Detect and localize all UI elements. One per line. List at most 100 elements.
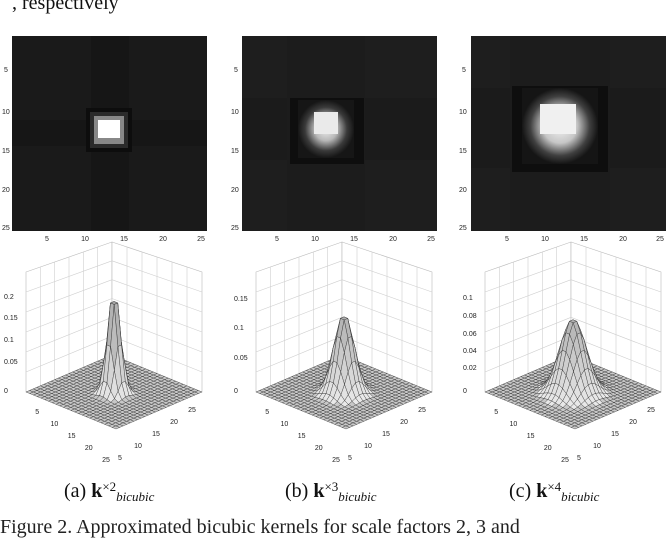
- xaxis-tick-label: 25: [656, 236, 664, 243]
- scale-superscript: ×2: [102, 479, 117, 494]
- xaxis-tick-label: 5: [35, 409, 39, 416]
- yaxis-tick-label: 15: [152, 431, 160, 438]
- xaxis-tick-label: 5: [265, 409, 269, 416]
- yaxis-tick-label: 25: [231, 225, 239, 232]
- heatmap-a: [12, 36, 207, 231]
- xaxis-tick-label: 25: [427, 236, 435, 243]
- yaxis-tick-label: 5: [234, 67, 238, 74]
- xaxis-tick-label: 15: [298, 433, 306, 440]
- yaxis-tick-label: 20: [231, 187, 239, 194]
- yaxis-tick-label: 5: [348, 455, 352, 462]
- xaxis-tick-label: 10: [51, 421, 59, 428]
- subcaption-b: (b) k×3bicubic: [285, 479, 377, 504]
- xaxis-tick-label: 20: [85, 445, 93, 452]
- xaxis-tick-label: 20: [389, 236, 397, 243]
- heatmap-a-ticks: 5 10 15 20 25 5 10 15 20 25: [2, 67, 205, 243]
- xaxis-tick-label: 20: [544, 445, 552, 452]
- yaxis-tick-label: 5: [462, 67, 466, 74]
- zaxis-tick-label: 0.15: [4, 315, 18, 322]
- surface-a: 0.2 0.15 0.1 0.05 0 5 25 10 20 15 15 20 10 25 5: [4, 241, 203, 464]
- zaxis-tick-label: 0: [463, 388, 467, 395]
- xaxis-tick-label: 20: [315, 445, 323, 452]
- kernel-symbol: k: [91, 480, 103, 502]
- xaxis-tick-label: 20: [619, 236, 627, 243]
- kernel-symbol: k: [536, 480, 548, 502]
- xaxis-tick-label: 20: [159, 236, 167, 243]
- yaxis-tick-label: 25: [188, 407, 196, 414]
- yaxis-tick-label: 10: [2, 109, 10, 116]
- yaxis-tick-label: 5: [4, 67, 8, 74]
- yaxis-tick-label: 25: [2, 225, 10, 232]
- scale-superscript: ×4: [547, 479, 562, 494]
- xaxis-tick-label: 25: [102, 457, 110, 464]
- yaxis-tick-label: 20: [459, 187, 467, 194]
- heatmap-c-ticks: 5 10 15 20 25 5 10 15 20 25: [459, 67, 664, 243]
- yaxis-tick-label: 20: [170, 419, 178, 426]
- zaxis-tick-label: 0: [4, 388, 8, 395]
- xaxis-tick-label: 10: [81, 236, 89, 243]
- xaxis-tick-label: 10: [281, 421, 289, 428]
- zaxis-tick-label: 0.2: [4, 294, 14, 301]
- zaxis-tick-label: 0.05: [4, 359, 18, 366]
- yaxis-tick-label: 10: [134, 443, 142, 450]
- surface-b: 0.15 0.1 0.05 0 5 25 10 20 15 15 20 10 25 5: [234, 241, 433, 464]
- xaxis-tick-label: 10: [541, 236, 549, 243]
- kernel-symbol: k: [313, 480, 325, 502]
- xaxis-tick-label: 15: [350, 236, 358, 243]
- subcaption-a: (a) k×2bicubic: [64, 479, 155, 504]
- method-subscript: bicubic: [561, 489, 600, 504]
- subcaption-label: (a): [64, 480, 87, 502]
- yaxis-tick-label: 10: [593, 443, 601, 450]
- yaxis-tick-label: 15: [459, 148, 467, 155]
- heatmap-b-ticks: 5 10 15 20 25 5 10 15 20 25: [231, 67, 435, 243]
- subcaption-c: (c) k×4bicubic: [509, 479, 600, 504]
- xaxis-tick-label: 5: [45, 236, 49, 243]
- xaxis-tick-label: 5: [505, 236, 509, 243]
- zaxis-tick-label: 0.06: [463, 331, 477, 338]
- method-subscript: bicubic: [116, 489, 155, 504]
- yaxis-tick-label: 25: [418, 407, 426, 414]
- xaxis-tick-label: 15: [580, 236, 588, 243]
- xaxis-tick-label: 25: [197, 236, 205, 243]
- yaxis-tick-label: 15: [382, 431, 390, 438]
- yaxis-tick-label: 5: [577, 455, 581, 462]
- zaxis-tick-label: 0: [234, 388, 238, 395]
- yaxis-tick-label: 10: [364, 443, 372, 450]
- yaxis-tick-label: 25: [647, 407, 655, 414]
- yaxis-tick-label: 25: [459, 225, 467, 232]
- zaxis-tick-label: 0.08: [463, 313, 477, 320]
- xaxis-tick-label: 25: [332, 457, 340, 464]
- figure-caption: Figure 2. Approximated bicubic kernels f…: [0, 516, 520, 538]
- yaxis-tick-label: 10: [231, 109, 239, 116]
- zaxis-tick-label: 0.1: [4, 337, 14, 344]
- zaxis-tick-label: 0.05: [234, 355, 248, 362]
- xaxis-tick-label: 10: [510, 421, 518, 428]
- zaxis-tick-label: 0.15: [234, 296, 248, 303]
- yaxis-tick-label: 20: [2, 187, 10, 194]
- xaxis-tick-label: 15: [68, 433, 76, 440]
- xaxis-tick-label: 15: [527, 433, 535, 440]
- heatmap-c: [471, 36, 666, 231]
- scale-superscript: ×3: [324, 479, 339, 494]
- xaxis-tick-label: 15: [120, 236, 128, 243]
- yaxis-tick-label: 20: [629, 419, 637, 426]
- method-subscript: bicubic: [338, 489, 377, 504]
- yaxis-tick-label: 15: [611, 431, 619, 438]
- xaxis-tick-label: 5: [275, 236, 279, 243]
- yaxis-tick-label: 20: [400, 419, 408, 426]
- yaxis-tick-label: 5: [118, 455, 122, 462]
- subcaption-label: (c): [509, 480, 532, 502]
- subcaption-label: (b): [285, 480, 309, 502]
- xaxis-tick-label: 5: [494, 409, 498, 416]
- zaxis-tick-label: 0.1: [463, 295, 473, 302]
- yaxis-tick-label: 10: [459, 109, 467, 116]
- preceding-text: , respectively: [12, 0, 119, 14]
- zaxis-tick-label: 0.04: [463, 348, 477, 355]
- zaxis-tick-label: 0.02: [463, 365, 477, 372]
- yaxis-tick-label: 15: [231, 148, 239, 155]
- surface-c: 0.1 0.08 0.06 0.04 0.02 0 5 25 10 20 15 15 20 10 25 5: [463, 241, 662, 464]
- zaxis-tick-label: 0.1: [234, 325, 244, 332]
- xaxis-tick-label: 25: [561, 457, 569, 464]
- heatmap-b: [242, 36, 437, 231]
